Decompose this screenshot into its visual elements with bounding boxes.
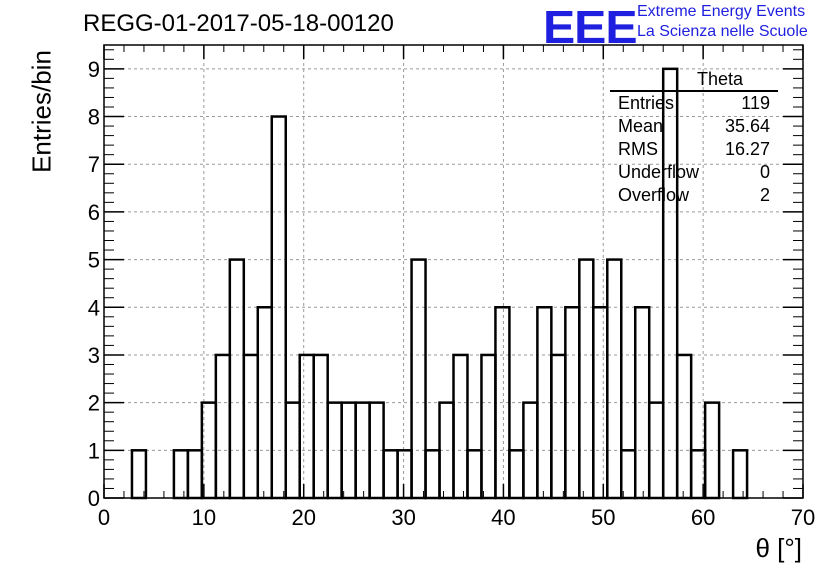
stats-row-mean: Mean 35.64 [610,115,778,138]
histogram-bar [424,449,441,500]
x-tick-label: 0 [98,505,110,530]
stats-row-entries: Entries 119 [610,92,778,115]
histogram-bar [214,353,232,500]
histogram-bar [312,353,329,500]
x-tick-label: 30 [391,505,415,530]
x-tick-label: 20 [291,505,315,530]
stats-value: 2 [759,185,770,205]
stats-label: Entries [618,93,675,113]
histogram-bar [466,449,483,500]
histogram-bar [382,449,399,500]
plot-frame [103,44,804,499]
stats-title: Theta [610,68,778,92]
histogram-bar [340,401,357,500]
x-tick-label: 40 [491,505,515,530]
histogram-bar [130,449,148,500]
histogram-bar [550,353,567,500]
stats-row-underflow: Underflow 0 [610,161,778,184]
histogram-bar [410,258,427,500]
logo-caption-line2: La Scienza nelle Scuole [637,23,808,40]
histogram-bar [731,449,749,500]
stats-label: RMS [618,139,658,159]
logo-caption-line1: Extreme Energy Events [637,3,806,20]
histogram-bar [172,449,190,500]
stats-value: 35.64 [724,116,770,136]
y-tick-label: 0 [88,486,100,511]
y-tick-label: 1 [88,438,100,463]
y-tick-label: 9 [88,57,100,82]
histogram-bar [396,449,413,500]
histogram-bar [242,353,260,500]
histogram-bar [298,353,315,500]
y-tick-label: 4 [88,295,100,320]
y-tick-label: 6 [88,200,100,225]
histogram-bar [480,353,497,500]
x-tick-label: 60 [691,505,715,530]
y-tick-label: 2 [88,391,100,416]
histogram-bar [256,306,274,500]
x-tick-label: 70 [791,505,815,530]
y-tick-label: 8 [88,105,100,130]
stats-value: 119 [741,93,770,113]
stats-box: Theta Entries 119 Mean 35.64 RMS 16.27 U… [610,68,778,207]
x-axis-label: θ [°] [755,533,802,563]
page-title: REGG-01-2017-05-18-00120 [83,10,394,37]
histogram-bar [633,306,651,500]
histogram-bar [508,449,525,500]
histogram-bar [675,353,693,500]
histogram-bar [452,353,469,500]
histogram-bar [592,306,609,500]
stats-value: 16.27 [724,139,770,159]
histogram-bar [228,258,246,500]
stats-label: Overflow [618,185,690,205]
stats-row-rms: RMS 16.27 [610,138,778,161]
stats-row-overflow: Overflow 2 [610,184,778,207]
stats-value: 0 [759,162,770,182]
histogram-bar [620,449,637,500]
y-tick-label: 3 [88,343,100,368]
histogram-bar [578,258,595,500]
histogram-bar [606,258,623,500]
logo-caption: Extreme Energy Events La Scienza nelle S… [637,2,808,42]
stats-label: Underflow [618,162,700,182]
y-tick-label: 7 [88,152,100,177]
y-tick-label: 5 [88,248,100,273]
x-tick-label: 50 [591,505,615,530]
x-tick-label: 10 [192,505,216,530]
stats-label: Mean [618,116,664,136]
histogram-bar [186,449,204,500]
